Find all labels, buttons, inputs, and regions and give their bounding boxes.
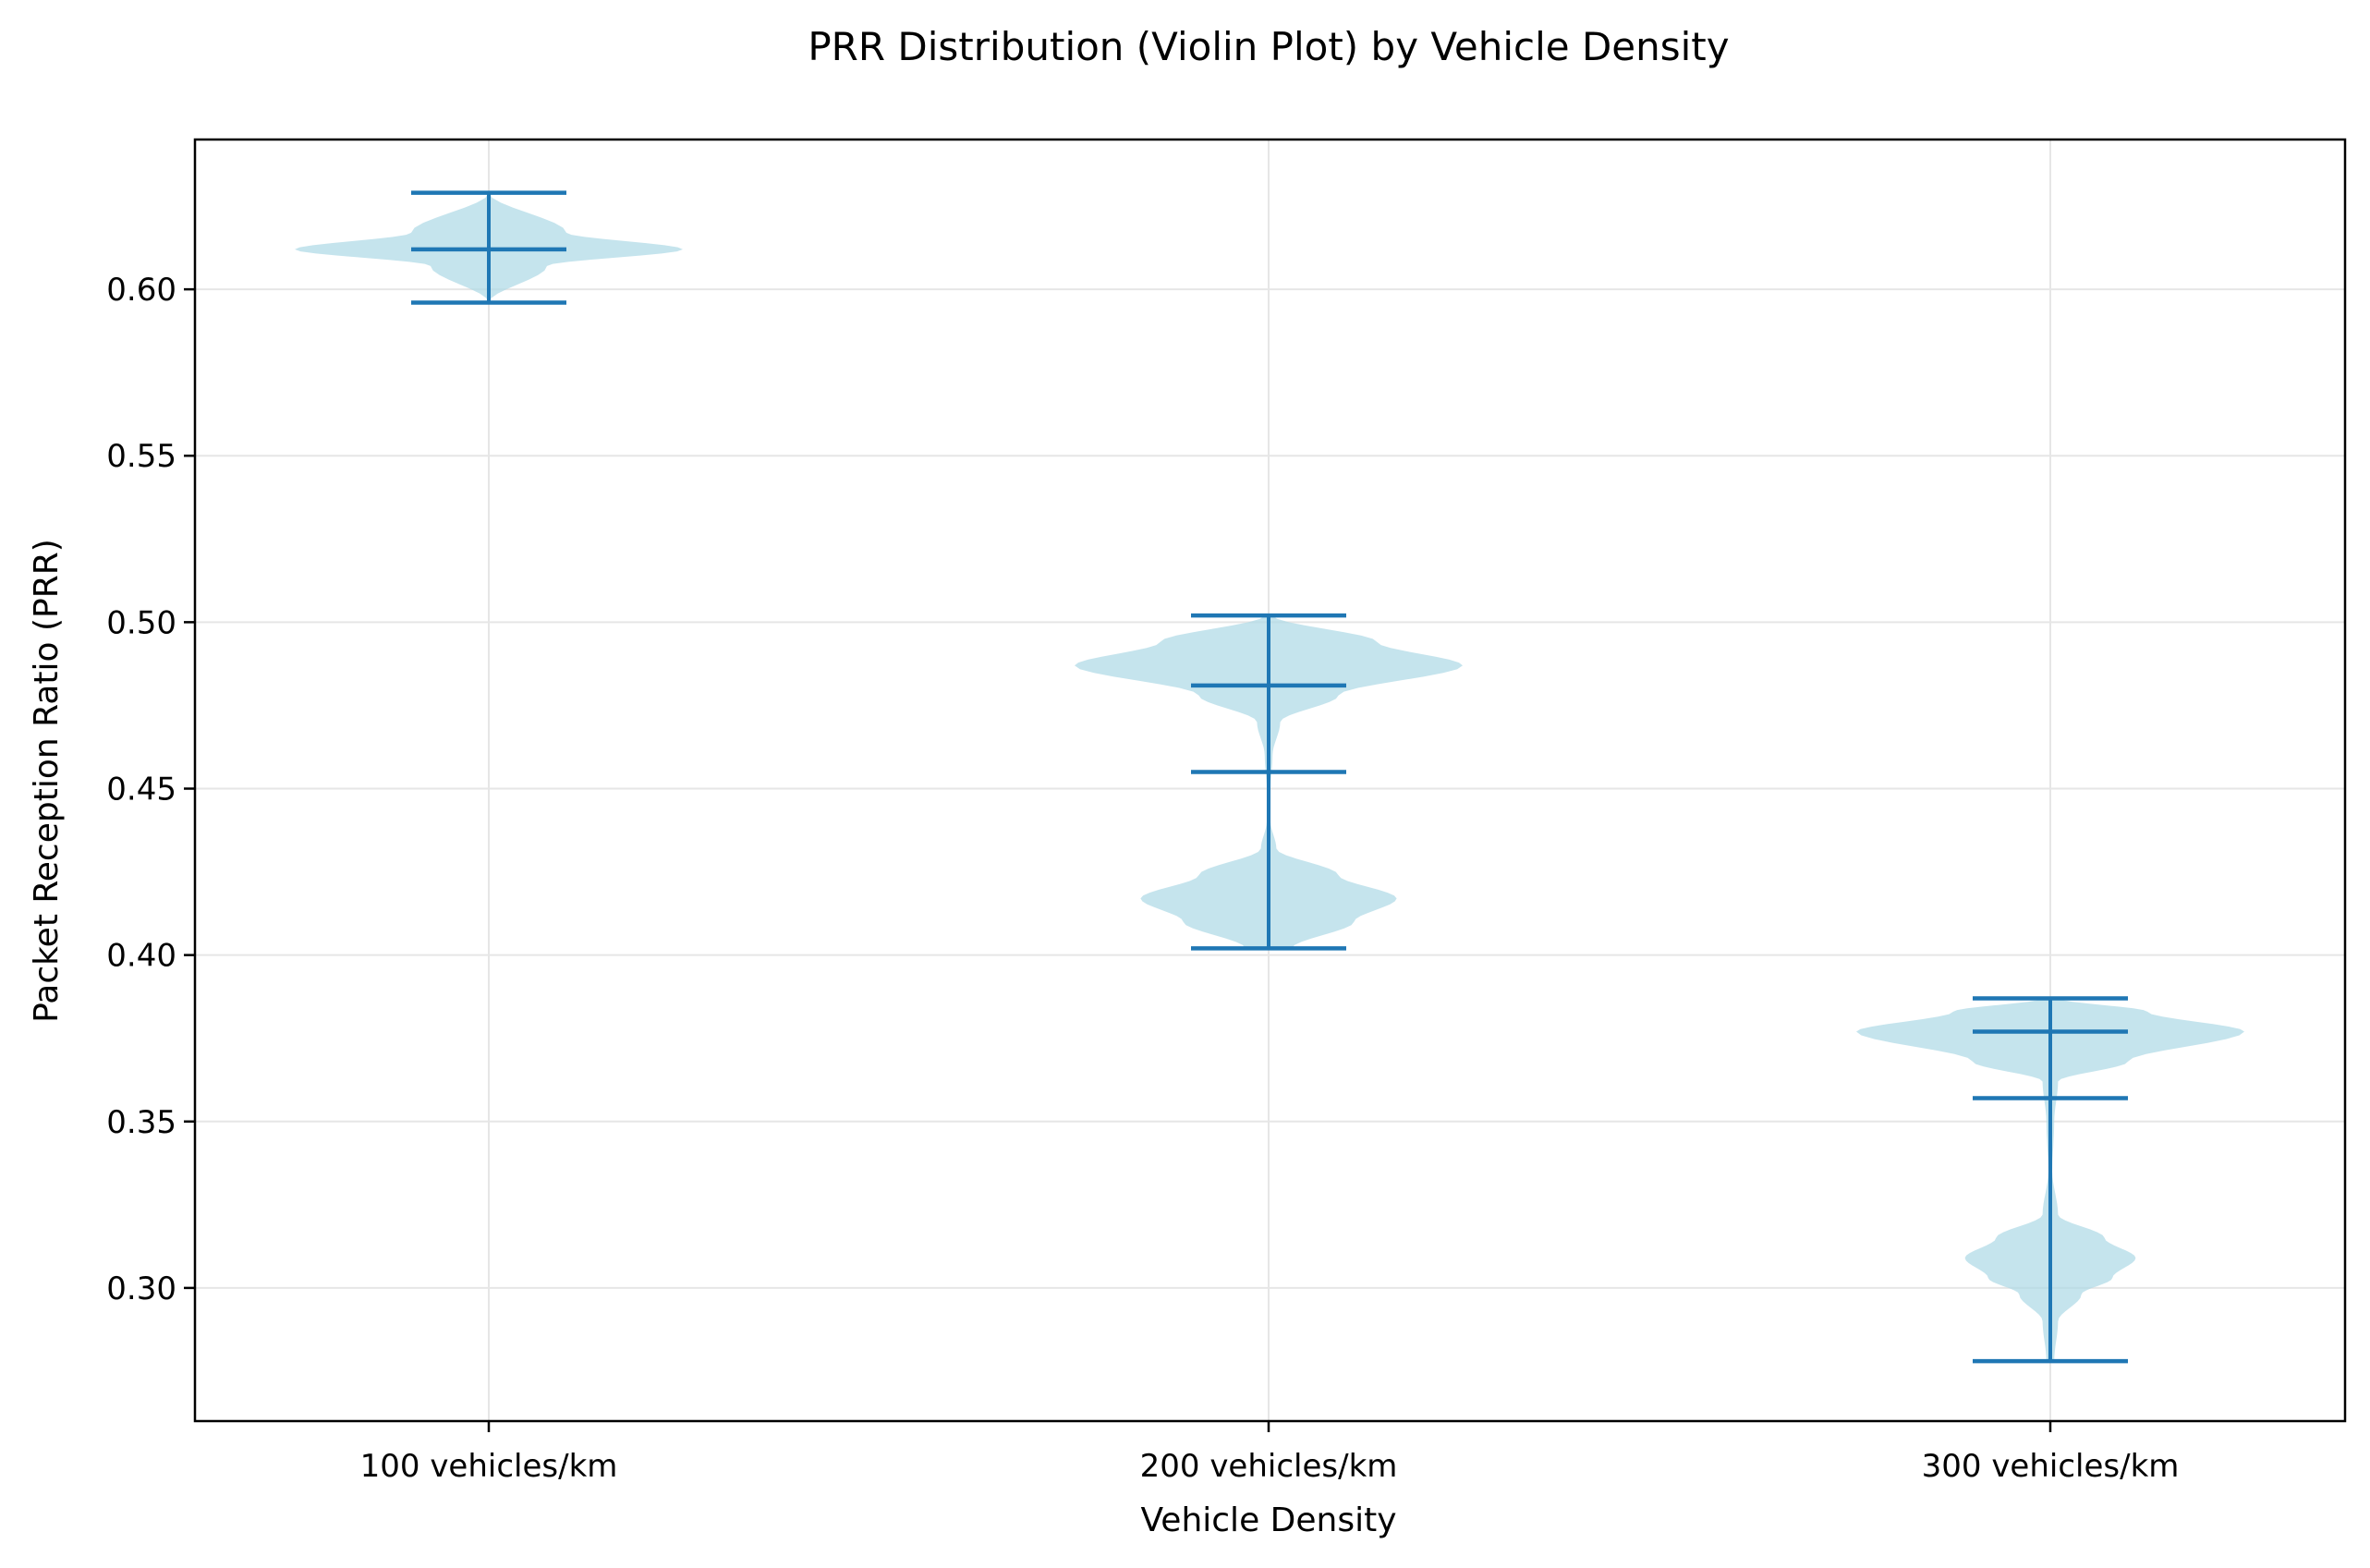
violin-2: [1075, 613, 1463, 951]
violin-3: [1856, 996, 2244, 1364]
y-tick-label: 0.60: [106, 272, 176, 309]
x-tick-label: 200 vehicles/km: [1140, 1448, 1398, 1485]
chart-title: PRR Distribution (Violin Plot) by Vehicl…: [808, 24, 1729, 69]
y-tick-label: 0.45: [106, 772, 176, 808]
y-tick-label: 0.35: [106, 1104, 176, 1141]
x-axis-label: Vehicle Density: [1140, 1501, 1396, 1539]
y-tick-label: 0.30: [106, 1270, 176, 1307]
plot-frame: [193, 138, 2347, 1423]
y-tick-label: 0.55: [106, 438, 176, 475]
y-axis-label: Packet Reception Ratio (PRR): [28, 539, 66, 1023]
y-tick-label: 0.50: [106, 604, 176, 641]
violins: [295, 190, 2244, 1364]
y-tick-label: 0.40: [106, 938, 176, 975]
x-tick-label: 100 vehicles/km: [360, 1448, 618, 1485]
ticks: 0.30 0.35 0.40 0.45 0.50 0.55 0.60 100 vehicles…: [106, 272, 2179, 1485]
x-tick-label: 300 vehicles/km: [1922, 1448, 2180, 1485]
violin-1: [295, 190, 683, 305]
